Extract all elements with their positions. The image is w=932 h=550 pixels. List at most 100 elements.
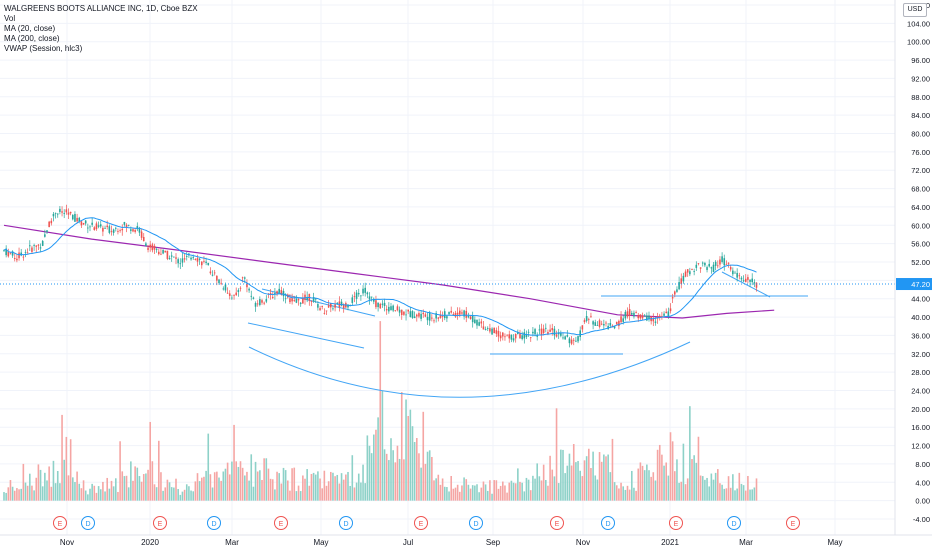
volume-bar bbox=[620, 482, 622, 501]
ma20-indicator-label[interactable]: MA (20, close) bbox=[4, 24, 56, 33]
volume-bar bbox=[396, 445, 399, 501]
dividend-marker[interactable] bbox=[81, 516, 95, 530]
candle-body bbox=[248, 288, 250, 291]
candle-body bbox=[620, 316, 622, 323]
rounding-bottom-arc[interactable] bbox=[248, 341, 691, 398]
candle-body bbox=[484, 329, 487, 330]
candle-body bbox=[695, 264, 698, 268]
earnings-marker[interactable] bbox=[786, 516, 800, 530]
candle-body bbox=[471, 315, 474, 323]
dividend-marker[interactable] bbox=[469, 516, 483, 530]
candle-body bbox=[332, 308, 334, 310]
volume-bar bbox=[523, 491, 526, 501]
candle-body bbox=[525, 334, 528, 338]
volume-bar bbox=[499, 485, 502, 501]
volume-bar bbox=[95, 492, 98, 501]
candle-body bbox=[95, 223, 98, 230]
candle-body bbox=[431, 317, 433, 319]
volume-bar bbox=[115, 478, 117, 501]
candle-body bbox=[136, 226, 139, 230]
volume-bar bbox=[431, 456, 433, 501]
volume-bar bbox=[41, 486, 44, 501]
candle-body bbox=[684, 271, 687, 277]
ma200-indicator-label[interactable]: MA (200, close) bbox=[4, 34, 60, 43]
candle-body bbox=[575, 340, 577, 342]
volume-bar bbox=[413, 442, 416, 501]
candle-body bbox=[409, 311, 412, 317]
volume-bar bbox=[409, 409, 412, 501]
candle-body bbox=[220, 282, 222, 284]
vwap-indicator-label[interactable]: VWAP (Session, hlc3) bbox=[4, 44, 83, 53]
candle-body bbox=[590, 315, 592, 317]
volume-bar bbox=[420, 467, 422, 501]
trend-drawings[interactable] bbox=[247, 271, 808, 398]
candle-body bbox=[241, 277, 244, 279]
volume-bar bbox=[342, 479, 345, 501]
pennant-upper-line[interactable] bbox=[721, 271, 771, 298]
candle-body bbox=[585, 316, 588, 321]
volume-bar bbox=[407, 415, 409, 501]
volume-bar bbox=[312, 472, 315, 501]
candle-body bbox=[555, 334, 558, 337]
falling-channel-lower-line[interactable] bbox=[247, 322, 365, 349]
volume-bar bbox=[185, 484, 188, 501]
volume-bar bbox=[164, 487, 167, 501]
candle-body bbox=[190, 257, 192, 260]
price-tick-label: 36.00 bbox=[911, 331, 930, 340]
candle-body bbox=[364, 287, 366, 293]
volume-bar bbox=[388, 460, 390, 501]
earnings-marker[interactable] bbox=[274, 516, 288, 530]
earnings-marker[interactable] bbox=[153, 516, 167, 530]
candle-body bbox=[456, 312, 459, 315]
candle-body bbox=[654, 321, 657, 323]
symbol-title[interactable]: WALGREENS BOOTS ALLIANCE INC, 1D, Cboe B… bbox=[4, 4, 198, 13]
earnings-marker[interactable] bbox=[669, 516, 683, 530]
earnings-marker[interactable] bbox=[414, 516, 428, 530]
candle-body bbox=[686, 269, 689, 273]
candle-body bbox=[185, 256, 188, 257]
candle-body bbox=[67, 212, 70, 215]
candle-body bbox=[413, 316, 416, 319]
volume-bar bbox=[532, 475, 534, 501]
volume-bar bbox=[44, 472, 46, 501]
candle-body bbox=[3, 250, 5, 251]
volume-bar bbox=[443, 486, 446, 501]
candle-body bbox=[710, 267, 713, 269]
candle-body bbox=[218, 279, 220, 284]
candle-body bbox=[596, 325, 599, 326]
volume-bar bbox=[405, 399, 407, 501]
time-tick-label: Mar bbox=[739, 538, 753, 547]
time-axis[interactable]: Nov 2020 Mar May Jul Sep Nov 2021 Mar May bbox=[0, 534, 932, 547]
currency-button[interactable]: USD bbox=[903, 3, 927, 17]
dividend-marker[interactable] bbox=[727, 516, 741, 530]
volume-indicator-label[interactable]: Vol bbox=[4, 14, 16, 23]
volume-bar bbox=[497, 488, 500, 501]
volume-bar bbox=[173, 487, 175, 501]
volume-bar bbox=[102, 481, 104, 501]
volume-bar bbox=[596, 479, 599, 501]
candle-body bbox=[542, 328, 545, 333]
candle-body bbox=[5, 248, 7, 256]
volume-bar bbox=[749, 489, 751, 501]
volume-bar bbox=[656, 449, 659, 501]
earnings-marker[interactable] bbox=[550, 516, 564, 530]
dividend-marker[interactable] bbox=[207, 516, 221, 530]
volume-bar bbox=[658, 444, 661, 501]
earnings-marker[interactable] bbox=[53, 516, 67, 530]
volume-bar bbox=[48, 466, 50, 501]
volume-bar bbox=[613, 482, 616, 501]
candle-body bbox=[13, 258, 16, 259]
dividend-marker[interactable] bbox=[601, 516, 615, 530]
candle-body bbox=[699, 267, 702, 269]
volume-bar bbox=[368, 445, 371, 501]
volume-bar bbox=[284, 470, 287, 501]
candle-body bbox=[117, 231, 119, 232]
volume-bar bbox=[108, 488, 111, 501]
volume-bar bbox=[233, 424, 235, 501]
volume-bar bbox=[84, 490, 87, 501]
candle-body bbox=[312, 297, 315, 302]
price-tick-label: 80.00 bbox=[911, 130, 930, 139]
price-tick-label: 68.00 bbox=[911, 185, 930, 194]
dividend-marker[interactable] bbox=[339, 516, 353, 530]
